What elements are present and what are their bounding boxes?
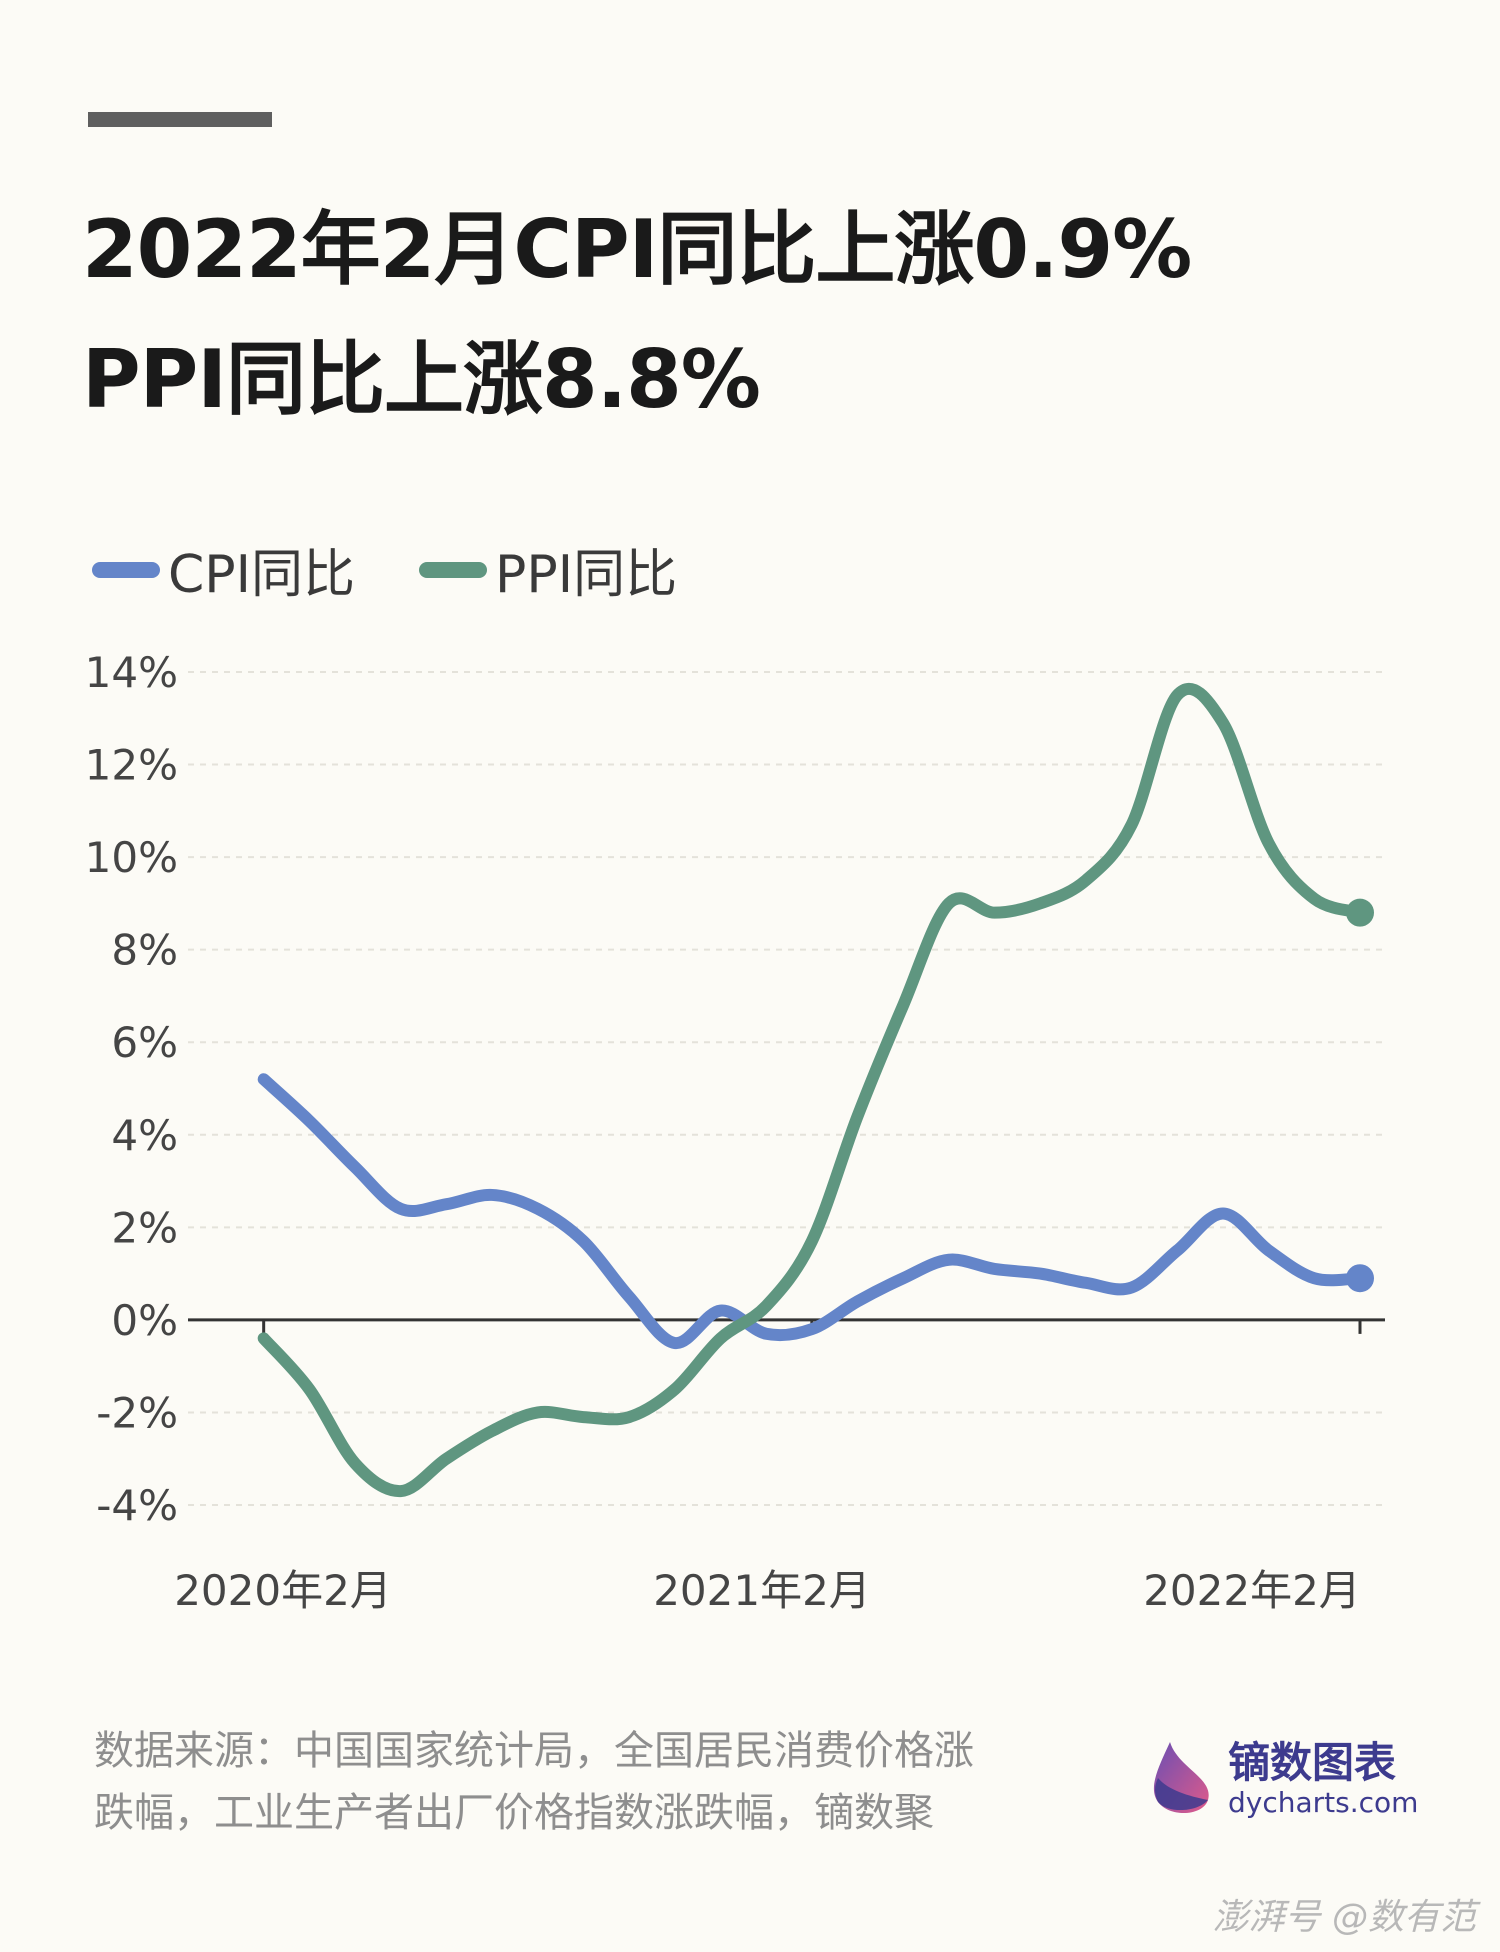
legend-item-ppi: PPI同比 xyxy=(419,532,677,607)
chart-series xyxy=(257,682,1374,1498)
y-tick-label: 8% xyxy=(111,926,178,975)
legend-item-cpi: CPI同比 xyxy=(92,532,355,607)
brand-name-cn: 镝数图表 xyxy=(1228,1738,1397,1787)
legend-swatch-cpi xyxy=(92,561,160,578)
x-tick-label: 2021年2月 xyxy=(653,1566,871,1615)
y-tick-label: -2% xyxy=(96,1388,178,1437)
series-end-point-cpi xyxy=(1346,1264,1374,1293)
y-tick-label: 2% xyxy=(111,1203,178,1252)
legend-label-ppi: PPI同比 xyxy=(495,545,678,605)
y-tick-label: 4% xyxy=(111,1111,178,1160)
y-tick-label: -4% xyxy=(96,1481,178,1530)
title-line-2: PPI同比上涨8.8% xyxy=(82,333,761,426)
series-line-cpi xyxy=(257,1073,1366,1350)
y-tick-label: 14% xyxy=(85,648,178,697)
y-tick-label: 10% xyxy=(85,833,178,882)
series-end-point-ppi xyxy=(1346,898,1374,927)
chart-legend: CPI同比 PPI同比 xyxy=(92,532,741,607)
x-tick-label: 2022年2月 xyxy=(1143,1566,1361,1615)
line-chart: 14% 12% 10% 8% 6% 4% 2% 0% -2% -4% 2020年2月 2021年2月 2… xyxy=(85,648,1385,1615)
title-line-1: 2022年2月CPI同比上涨0.9% xyxy=(82,203,1192,296)
x-tick-label: 2020年2月 xyxy=(174,1566,392,1615)
platform-watermark: 澎湃号 @数有范 xyxy=(1212,1897,1476,1938)
source-line-1: 数据来源：中国国家统计局，全国居民消费价格涨 xyxy=(94,1728,974,1774)
title-accent-bar xyxy=(88,112,272,127)
brand-name-en: dycharts.com xyxy=(1228,1786,1419,1819)
legend-swatch-ppi xyxy=(419,561,488,578)
source-line-2: 跌幅，工业生产者出厂价格指数涨跌幅，镝数聚 xyxy=(94,1790,934,1836)
y-tick-label: 0% xyxy=(111,1296,178,1345)
series-line-ppi xyxy=(257,682,1366,1498)
y-tick-label: 6% xyxy=(111,1018,178,1067)
page-title: 2022年2月CPI同比上涨0.9% PPI同比上涨8.8% xyxy=(82,185,1192,445)
data-source-note: 数据来源：中国国家统计局，全国居民消费价格涨 跌幅，工业生产者出厂价格指数涨跌幅… xyxy=(94,1720,1074,1844)
y-tick-label: 12% xyxy=(85,741,178,790)
legend-label-cpi: CPI同比 xyxy=(168,545,356,605)
brand-logo: 镝数图表 dycharts.com xyxy=(1148,1738,1418,1818)
drop-logo-icon xyxy=(1153,1742,1209,1814)
chart-grid xyxy=(188,671,1385,1506)
chart-axes: 14% 12% 10% 8% 6% 4% 2% 0% -2% -4% 2020年2月 2021年2月 2… xyxy=(85,648,1385,1615)
